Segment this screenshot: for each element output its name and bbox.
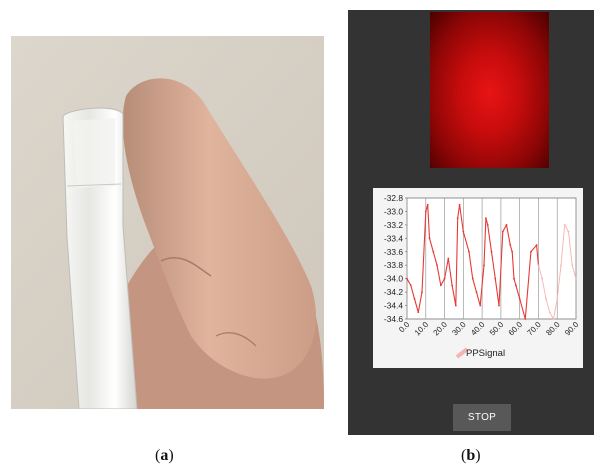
y-tick-label: -34.4 (384, 301, 403, 311)
chart-grid (405, 197, 577, 320)
x-tick-label: 20.0 (432, 320, 450, 338)
data-point (518, 297, 521, 300)
x-tick-label: 10.0 (413, 320, 431, 338)
x-tick-label: 40.0 (469, 320, 487, 338)
data-point (475, 291, 478, 294)
data-point (571, 264, 574, 267)
chart-series (406, 203, 577, 320)
data-point (479, 304, 482, 307)
stop-button[interactable]: STOP (453, 404, 511, 431)
data-point (509, 244, 512, 246)
data-point (498, 304, 500, 307)
caption-a: (a) (155, 447, 174, 464)
x-tick-label: 70.0 (525, 320, 543, 338)
y-tick-label: -32.8 (384, 193, 403, 203)
y-tick-label: -33.8 (384, 260, 403, 270)
app-screenshot: -32.8 -33.0 -33.2 -33.4 -33.6 -33.8 -34.0 -34.2… (348, 10, 594, 435)
caption-b: (b) (461, 447, 481, 464)
ppg-chart: -32.8 -33.0 -33.2 -33.4 -33.6 -33.8 -34.0 -34.2… (373, 188, 583, 368)
y-tick-label: -34.0 (384, 274, 403, 284)
data-point (563, 223, 566, 226)
data-point (552, 318, 555, 320)
data-point (447, 257, 450, 260)
data-point (468, 250, 470, 253)
data-point (494, 277, 497, 280)
finger-on-phone-photo (11, 36, 324, 409)
finger-shape (122, 78, 317, 379)
data-point (556, 297, 559, 300)
data-point (548, 311, 551, 314)
chart-svg: -32.8 -33.0 -33.2 -33.4 -33.6 -33.8 -34.0 -34.2… (384, 193, 581, 359)
data-point (524, 318, 527, 320)
data-point (545, 297, 547, 300)
data-point (443, 277, 446, 280)
data-point (484, 217, 487, 220)
data-point (424, 210, 427, 213)
chart-legend: PPSignal (455, 347, 505, 359)
camera-preview (430, 12, 549, 168)
y-axis-ticks: -32.8 -33.0 -33.2 -33.4 -33.6 -33.8 -34.0 -34.2… (384, 193, 403, 324)
data-point (439, 284, 442, 287)
data-point (462, 230, 465, 233)
data-point (436, 264, 438, 267)
legend-label: PPSignal (466, 348, 505, 359)
data-point (409, 284, 412, 287)
data-point (428, 237, 431, 240)
x-tick-label: 30.0 (450, 320, 468, 338)
data-point (426, 203, 429, 206)
legend-swatch (455, 347, 469, 359)
y-tick-label: -33.4 (384, 233, 403, 243)
data-point (458, 203, 461, 206)
y-tick-label: -33.0 (384, 206, 403, 216)
x-tick-label: 60.0 (507, 320, 525, 338)
data-point (483, 264, 485, 267)
data-point (471, 277, 474, 280)
data-point (515, 284, 517, 287)
photo-illustration (11, 36, 324, 409)
data-point (454, 304, 457, 307)
plot-area (406, 197, 577, 320)
data-point (432, 250, 435, 253)
data-point (530, 250, 532, 253)
data-point (535, 244, 538, 246)
data-point (490, 250, 493, 253)
x-axis-ticks: 0.0 10.0 20.0 30.0 40.0 50.0 60.0 70.0 80.0 90.0 (397, 320, 581, 338)
data-point (575, 277, 577, 280)
y-tick-label: -34.2 (384, 287, 403, 297)
data-point (560, 264, 562, 267)
data-point (456, 217, 459, 220)
data-point (567, 230, 570, 233)
data-point (501, 230, 504, 233)
x-tick-label: 50.0 (488, 320, 506, 338)
data-point (451, 284, 453, 287)
data-point (511, 250, 514, 253)
x-tick-label: 90.0 (563, 320, 581, 338)
data-point (406, 277, 408, 280)
y-tick-label: -33.2 (384, 220, 403, 230)
data-point (417, 311, 420, 314)
y-tick-label: -33.6 (384, 247, 403, 257)
data-point (505, 223, 508, 226)
data-point (421, 291, 423, 294)
y-tick-label: -34.6 (384, 314, 403, 324)
x-tick-label: 80.0 (544, 320, 562, 338)
data-point (413, 297, 416, 300)
data-point (541, 277, 544, 280)
data-point (537, 264, 540, 267)
data-point (513, 277, 515, 280)
data-point (486, 223, 489, 226)
